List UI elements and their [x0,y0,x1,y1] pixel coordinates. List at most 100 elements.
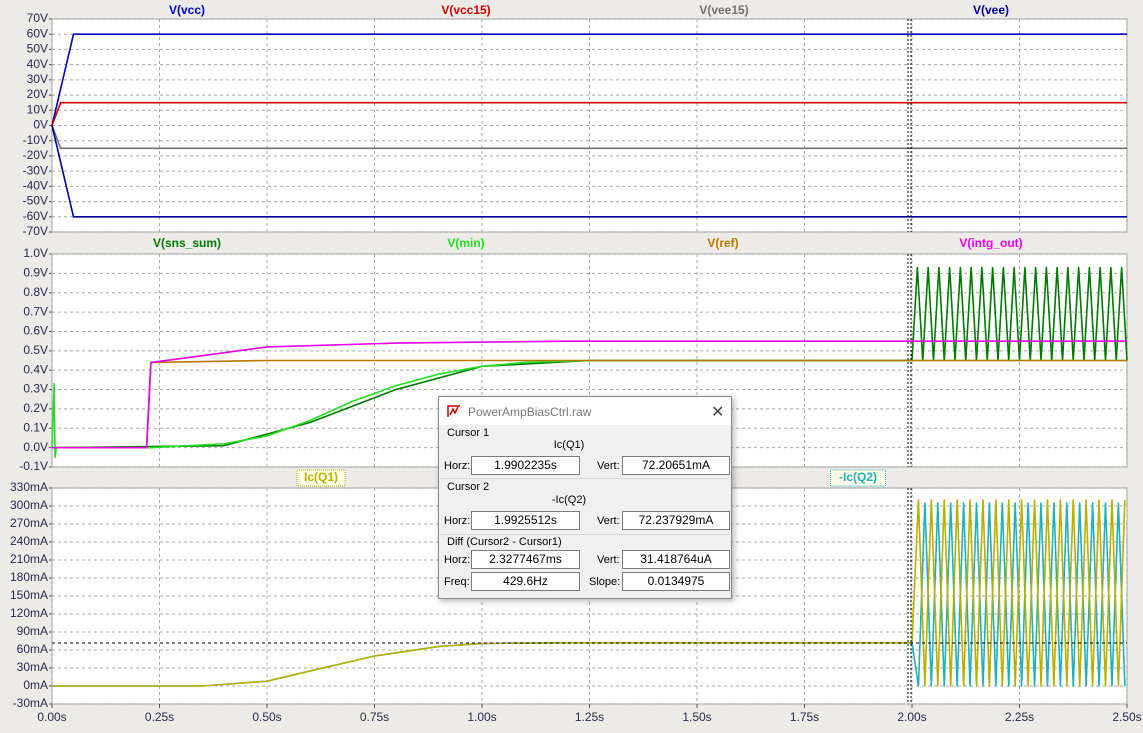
field-label: Vert: [597,460,620,472]
dialog-icon [447,405,460,417]
dialog-title-bar: PowerAmpBiasCtrl.raw ✕ [439,397,731,425]
x-tick-label: 2.25s [1005,710,1034,724]
y-tick-label: 270mA [10,516,48,530]
x-tick-label: 1.00s [467,710,496,724]
y-tick-label: 90mA [17,624,48,638]
field-label: Slope: [589,576,621,588]
separator [441,478,729,479]
trace-line [51,101,1127,126]
field-value[interactable]: 1.9925512s [471,511,580,530]
x-tick-label: 2.00s [897,710,926,724]
dialog-title: PowerAmpBiasCtrl.raw [468,405,592,419]
y-tick-label: 30mA [17,660,48,674]
field-value[interactable]: 72.20651mA [622,456,730,475]
y-tick-label: 70V [27,11,48,25]
legend-label: V(sns_sum) [153,236,221,250]
trace-name: -Ic(Q2) [551,494,587,506]
y-tick-label: 10V [27,102,48,116]
close-button[interactable]: ✕ [711,404,725,421]
field-value[interactable]: 72.237929mA [622,511,730,530]
trace-line [51,125,1127,218]
y-tick-label: 0.2V [23,401,48,415]
y-tick-label: 0mA [23,678,48,692]
x-tick-label: 1.25s [575,710,604,724]
y-tick-label: 0.0V [23,440,48,454]
field-label: Horz: [444,554,471,566]
y-tick-label: 0.1V [23,420,48,434]
y-tick-label: -30mA [13,696,48,710]
y-tick-label: 0.9V [23,266,48,280]
y-tick-label: 240mA [10,534,48,548]
field-label: Horz: [444,515,471,527]
field-value[interactable]: 1.9902235s [471,456,580,475]
legend-box [830,469,886,487]
field-label: Horz: [444,460,471,472]
trace-line [52,499,1126,687]
y-tick-label: 1.0V [23,246,48,260]
y-tick-label: 0.3V [23,382,48,396]
y-tick-label: 150mA [10,588,48,602]
y-tick-label: -0.1V [19,459,48,473]
field-label: Vert: [597,554,620,566]
legend-label: V(min) [447,236,484,250]
y-tick-label: -60V [23,209,48,223]
y-tick-label: 0.6V [23,324,48,338]
section-title: Diff (Cursor2 - Cursor1) [447,536,562,548]
field-value[interactable]: 31.418764uA [622,550,730,569]
x-tick-label: 0.25s [145,710,174,724]
y-tick-label: 120mA [10,606,48,620]
separator [441,534,729,535]
section-title: Cursor 1 [447,427,490,439]
y-tick-label: -10V [23,133,48,147]
y-tick-label: 40V [27,57,48,71]
field-value[interactable]: 429.6Hz [471,572,580,591]
y-tick-label: -50V [23,194,48,208]
legend-label: V(vcc15) [441,3,490,17]
trace-line [51,125,1127,150]
y-tick-label: 50V [27,42,48,56]
y-tick-label: 30V [27,72,48,86]
field-label: Vert: [597,515,620,527]
x-tick-label: 2.50s [1112,710,1141,724]
y-tick-label: 0V [33,118,48,132]
x-tick-label: 1.75s [790,710,819,724]
field-value[interactable]: 0.0134975 [622,572,730,591]
legend-label: V(vee15) [699,3,748,17]
y-tick-label: 330mA [10,480,48,494]
field-label: Freq: [444,576,470,588]
y-tick-label: 0.4V [23,362,48,376]
y-tick-label: -70V [23,224,48,238]
y-tick-label: 0.8V [23,285,48,299]
trace-line [51,33,1127,126]
legend-box [296,469,346,487]
section-title: Cursor 2 [447,481,490,493]
x-tick-label: 0.75s [360,710,389,724]
legend-label: V(intg_out) [959,236,1022,250]
y-tick-label: 60V [27,26,48,40]
y-tick-label: -40V [23,179,48,193]
legend-label: V(vcc) [169,3,205,17]
legend-label: V(ref) [707,236,738,250]
y-tick-label: 60mA [17,642,48,656]
legend-label: -Ic(Q2) [839,470,877,484]
x-tick-label: 1.50s [682,710,711,724]
y-tick-label: 210mA [10,552,48,566]
trace-name: Ic(Q1) [553,439,585,451]
trace-line [51,359,1127,459]
y-tick-label: 0.5V [23,343,48,357]
x-tick-label: 0.50s [252,710,281,724]
field-value[interactable]: 2.3277467ms [471,550,580,569]
y-tick-label: -30V [23,163,48,177]
x-tick-label: 0.00s [37,710,66,724]
y-tick-label: 20V [27,87,48,101]
y-tick-label: 180mA [10,570,48,584]
cursor-dialog: PowerAmpBiasCtrl.raw ✕ Cursor 1 Ic(Q1) H… [438,396,732,599]
trace-line [51,266,1128,449]
y-tick-label: -20V [23,148,48,162]
y-tick-label: 300mA [10,498,48,512]
legend-label: V(vee) [973,3,1009,17]
legend-label: Ic(Q1) [304,470,338,484]
y-tick-label: 0.7V [23,304,48,318]
